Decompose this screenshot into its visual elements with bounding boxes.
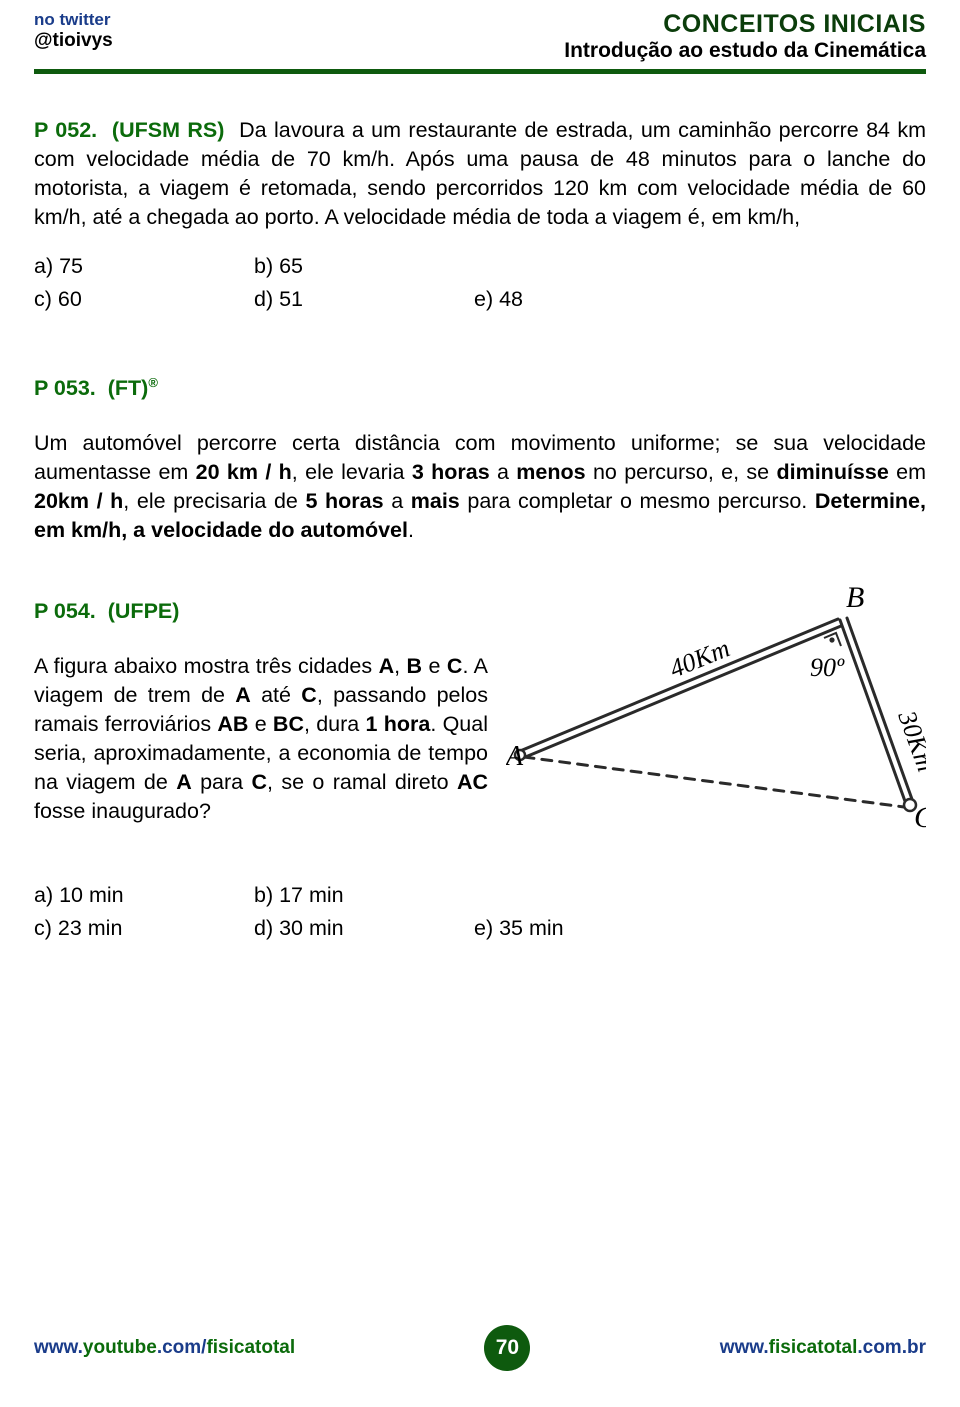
diagram-label-C: C (914, 801, 926, 834)
q054-opt-c: c) 23 min (34, 914, 254, 943)
footer-site: www.fisicatotal.com.br (720, 1337, 926, 1359)
header-subtitle: Introdução ao estudo da Cinemática (564, 39, 926, 63)
q054-options: a) 10 min b) 17 min c) 23 min d) 30 min … (34, 881, 926, 943)
question-053: P 053. (FT)® Um automóvel percorre certa… (34, 374, 926, 545)
q053-body: Um automóvel percorre certa distância co… (34, 429, 926, 545)
header-title: CONCEITOS INICIAIS (564, 10, 926, 39)
diagram-label-A: A (506, 741, 524, 772)
q054-opt-e: e) 35 min (474, 914, 694, 943)
q052-options: a) 75 b) 65 c) 60 d) 51 e) 48 (34, 252, 926, 314)
q054-diagram: B A C 40Km 30Km 90º (506, 583, 926, 851)
q052-opt-b: b) 65 (254, 252, 474, 281)
header-rule (34, 69, 926, 74)
q054-number: P 054. (34, 599, 96, 623)
diagram-angle: 90º (810, 653, 845, 682)
q054-source: (UFPE) (108, 599, 180, 623)
q054-body: A figura abaixo mostra três cidades A, B… (34, 652, 488, 826)
q053-source: (FT) (108, 376, 149, 400)
q053-number: P 053. (34, 376, 96, 400)
twitter-label: no twitter (34, 10, 113, 30)
footer-youtube: www.youtube.com/fisicatotal (34, 1337, 295, 1359)
q053-registered: ® (148, 375, 158, 390)
page-header: no twitter @tioivys CONCEITOS INICIAIS I… (34, 10, 926, 65)
q052-opt-e: e) 48 (474, 285, 694, 314)
q054-opt-b: b) 17 min (254, 881, 474, 910)
q052-number: P 052. (34, 118, 97, 142)
page-footer: www.youtube.com/fisicatotal 70 www.fisic… (34, 1325, 926, 1371)
question-054: P 054. (UFPE) A figura abaixo mostra trê… (34, 597, 926, 943)
page-number-badge: 70 (484, 1325, 530, 1371)
header-left: no twitter @tioivys (34, 10, 113, 53)
q052-opt-c: c) 60 (34, 285, 254, 314)
q052-opt-a: a) 75 (34, 252, 254, 281)
q054-opt-d: d) 30 min (254, 914, 474, 943)
diagram-label-B: B (846, 583, 864, 614)
diagram-len-bc: 30Km (892, 706, 926, 775)
q052-source: (UFSM RS) (112, 118, 224, 142)
q052-opt-d: d) 51 (254, 285, 474, 314)
twitter-handle: @tioivys (34, 30, 113, 53)
q054-opt-a: a) 10 min (34, 881, 254, 910)
question-052: P 052. (UFSM RS) Da lavoura a um restaur… (34, 116, 926, 314)
header-right: CONCEITOS INICIAIS Introdução ao estudo … (564, 10, 926, 63)
